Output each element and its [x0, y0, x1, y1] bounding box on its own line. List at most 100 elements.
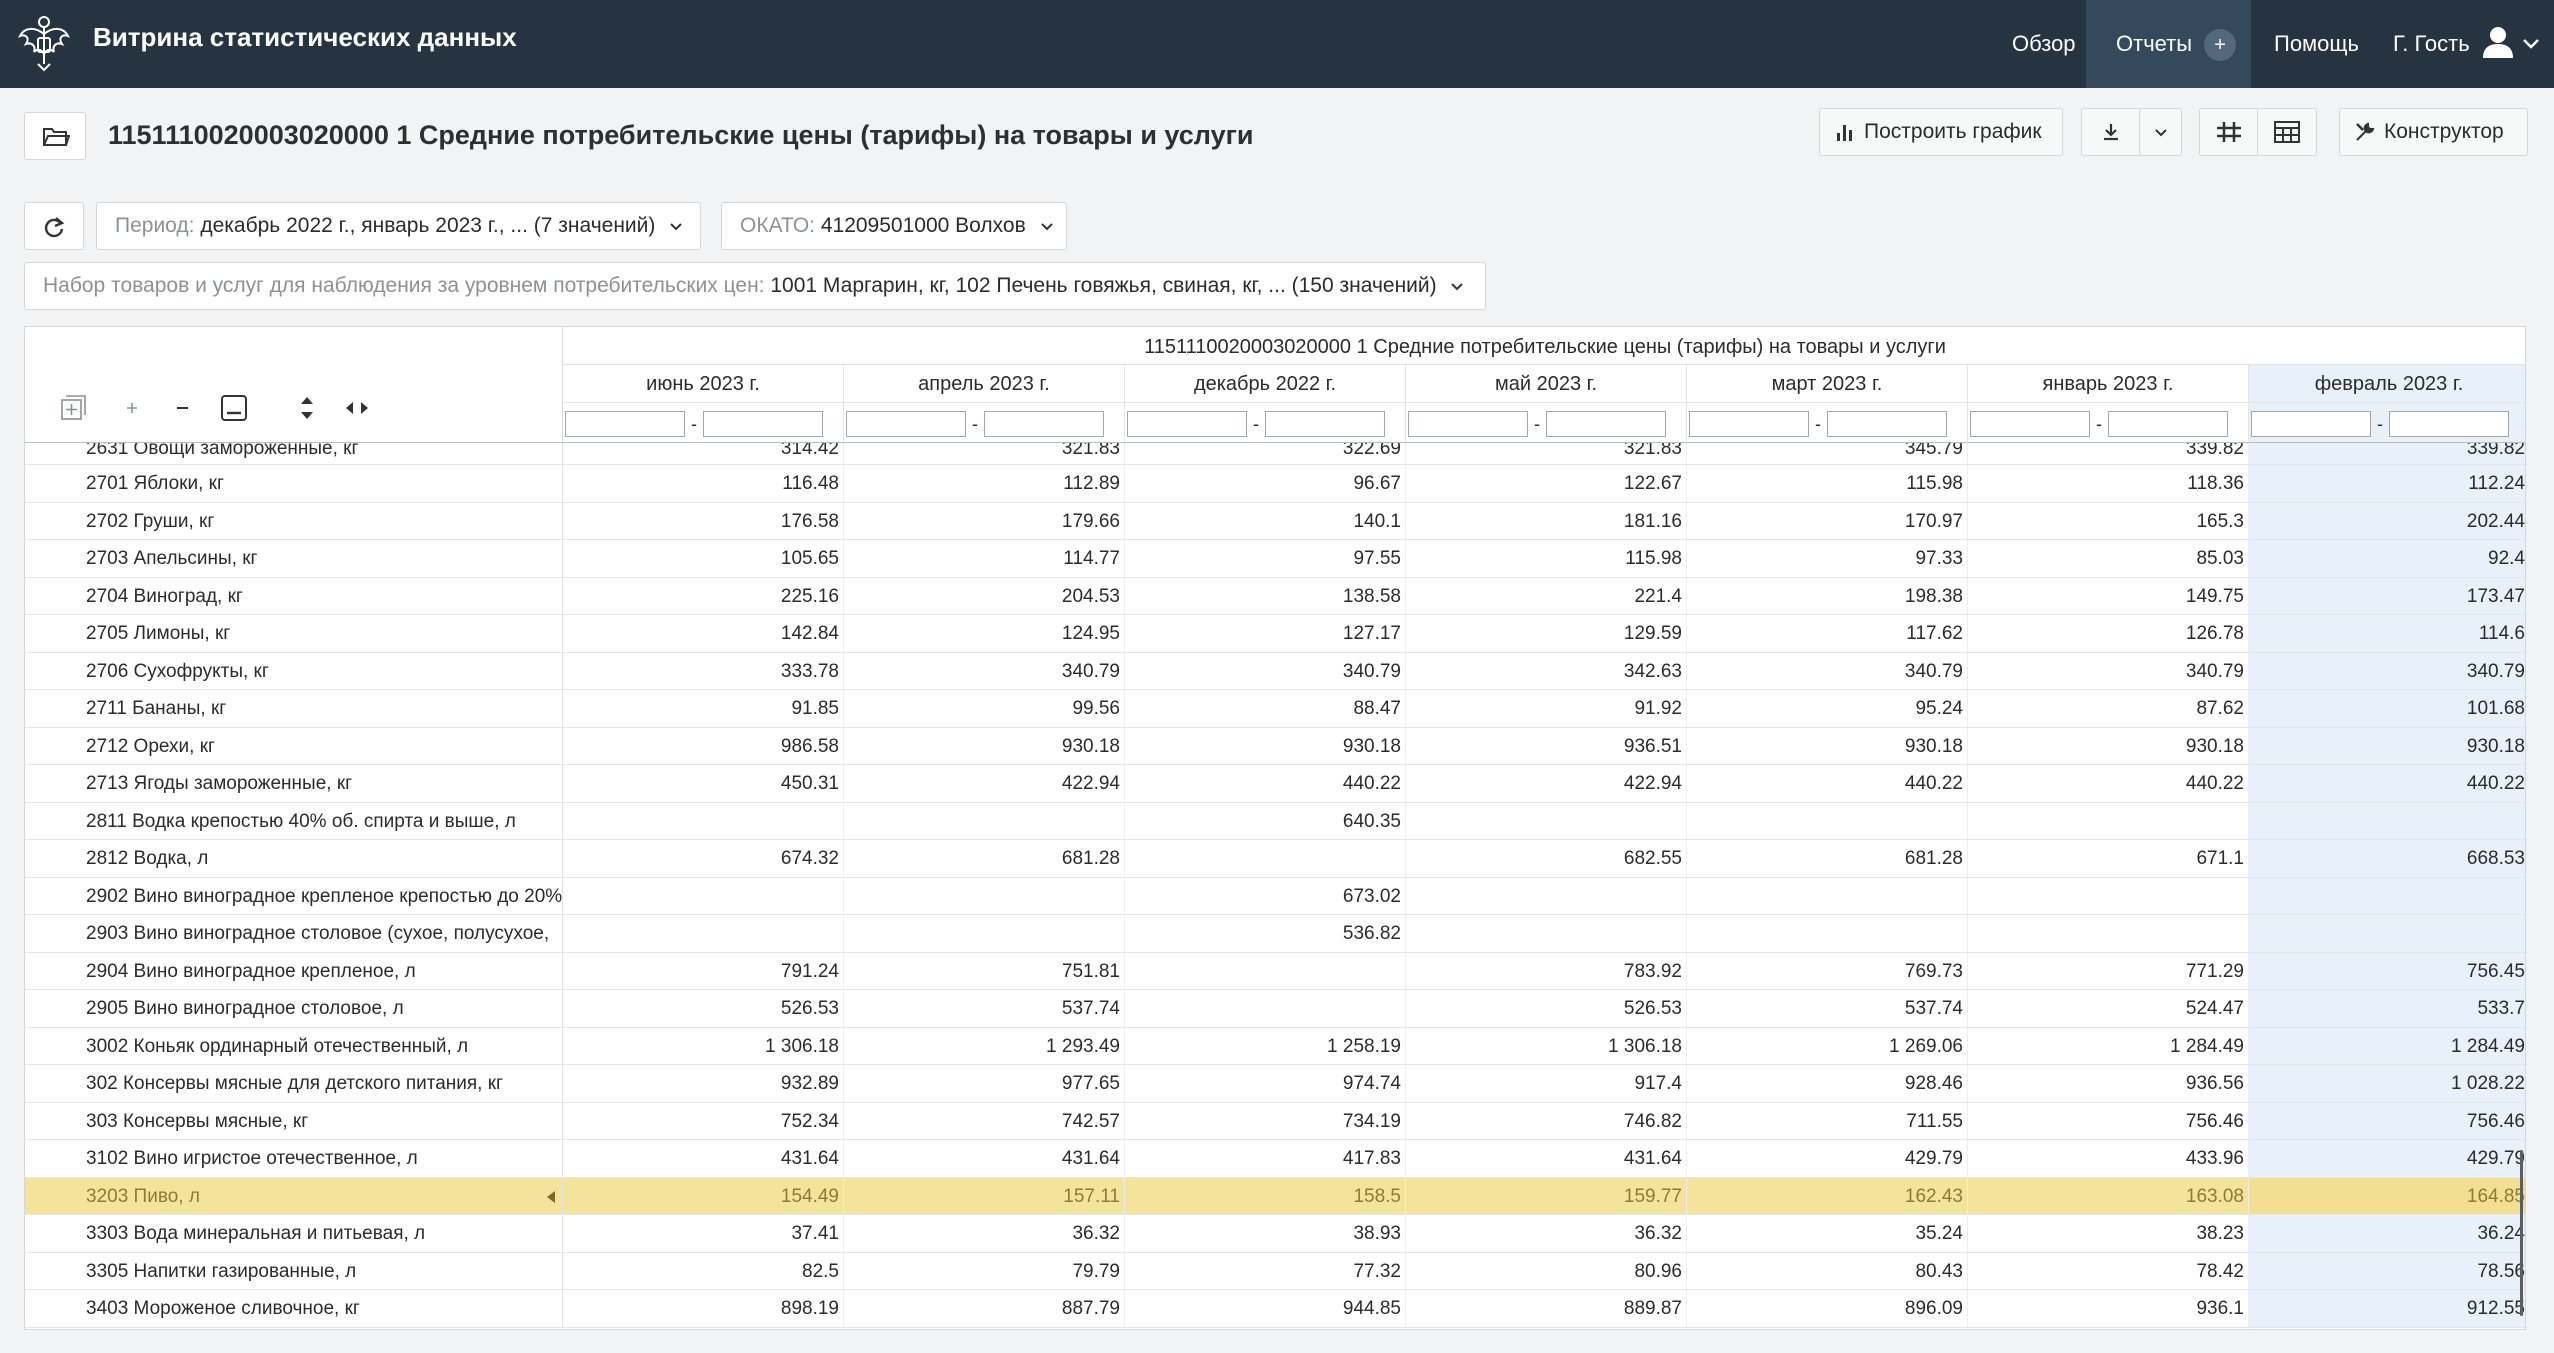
table-cell[interactable]: 163.08 — [1968, 1177, 2249, 1214]
table-cell[interactable]: 974.74 — [1125, 1065, 1406, 1102]
table-cell[interactable]: 154.49 — [563, 1177, 844, 1214]
table-cell[interactable]: 127.17 — [1125, 615, 1406, 652]
table-cell[interactable]: 165.3 — [1968, 502, 2249, 539]
row-label[interactable]: 2812 Водка, л — [25, 840, 563, 877]
range-from-input[interactable] — [565, 411, 685, 437]
table-cell[interactable]: 112.24 — [2249, 465, 2525, 502]
table-cell[interactable] — [1406, 877, 1687, 914]
table-row[interactable]: 2905 Вино виноградное столовое, л 526.53 5… — [25, 990, 2525, 1028]
table-row[interactable]: 2704 Виноград, кг 225.16 204.53 138.58 221.4… — [25, 577, 2525, 615]
table-cell[interactable]: 537.74 — [844, 990, 1125, 1027]
range-to-input[interactable] — [1546, 411, 1666, 437]
table-cell[interactable]: 746.82 — [1406, 1102, 1687, 1139]
range-from-input[interactable] — [2251, 411, 2371, 437]
nav-user-name[interactable]: Г. Гость — [2393, 31, 2470, 56]
table-row[interactable]: 2712 Орехи, кг 986.58 930.18 930.18 936.51 93… — [25, 727, 2525, 765]
table-cell[interactable]: 339.82 — [2249, 443, 2525, 464]
download-button[interactable] — [2081, 108, 2141, 156]
row-label[interactable]: 3303 Вода минеральная и питьевая, л — [25, 1215, 563, 1252]
download-options-button[interactable] — [2139, 108, 2182, 156]
table-cell[interactable]: 170.97 — [1687, 502, 1968, 539]
table-cell[interactable]: 78.56 — [2249, 1252, 2525, 1289]
table-cell[interactable]: 936.51 — [1406, 727, 1687, 764]
nav-overview[interactable]: Обзор — [2012, 31, 2076, 56]
table-cell[interactable]: 101.68 — [2249, 690, 2525, 727]
table-cell[interactable]: 142.84 — [563, 615, 844, 652]
column-header[interactable]: март 2023 г. — [1687, 365, 1968, 403]
table-cell[interactable]: 440.22 — [1687, 765, 1968, 802]
table-cell[interactable] — [2249, 802, 2525, 839]
table-row[interactable]: 303 Консервы мясные, кг 752.34 742.57 734.1… — [25, 1102, 2525, 1140]
table-row[interactable]: 3102 Вино игристое отечественное, л 431.6… — [25, 1140, 2525, 1178]
table-row[interactable]: 2631 Овощи замороженные, кг 314.42 321.83 3… — [25, 443, 2525, 465]
table-cell[interactable]: 91.85 — [563, 690, 844, 727]
table-cell[interactable]: 115.98 — [1687, 465, 1968, 502]
table-cell[interactable]: 79.79 — [844, 1252, 1125, 1289]
table-cell[interactable]: 930.18 — [844, 727, 1125, 764]
table-cell[interactable]: 82.5 — [563, 1252, 844, 1289]
table-cell[interactable] — [1968, 877, 2249, 914]
table-cell[interactable]: 936.56 — [1968, 1065, 2249, 1102]
table-cell[interactable]: 928.46 — [1687, 1065, 1968, 1102]
table-grid-button[interactable] — [2199, 108, 2259, 156]
row-label[interactable]: 2904 Вино виноградное крепленое, л — [25, 952, 563, 989]
table-cell[interactable]: 87.62 — [1968, 690, 2249, 727]
table-cell[interactable]: 440.22 — [1968, 765, 2249, 802]
table-cell[interactable]: 114.77 — [844, 540, 1125, 577]
table-cell[interactable]: 433.96 — [1968, 1140, 2249, 1177]
row-label[interactable]: 2706 Сухофрукты, кг — [25, 652, 563, 689]
table-cell[interactable]: 1 028.22 — [2249, 1065, 2525, 1102]
table-cell[interactable]: 431.64 — [1406, 1140, 1687, 1177]
table-cell[interactable]: 181.16 — [1406, 502, 1687, 539]
table-cell[interactable]: 159.77 — [1406, 1177, 1687, 1214]
app-title[interactable]: Витрина статистических данных — [93, 22, 517, 52]
table-cell[interactable] — [844, 802, 1125, 839]
table-cell[interactable]: 105.65 — [563, 540, 844, 577]
vertical-scrollbar[interactable] — [2520, 1150, 2523, 1316]
row-label[interactable]: 2701 Яблоки, кг — [25, 465, 563, 502]
plus-icon[interactable] — [117, 393, 147, 423]
table-cell[interactable]: 116.48 — [563, 465, 844, 502]
table-cell[interactable] — [1406, 802, 1687, 839]
table-cell[interactable] — [1968, 802, 2249, 839]
table-cell[interactable]: 898.19 — [563, 1290, 844, 1327]
table-cell[interactable]: 932.89 — [563, 1065, 844, 1102]
add-report-icon[interactable]: + — [2204, 29, 2237, 62]
table-cell[interactable] — [1125, 840, 1406, 877]
table-cell[interactable] — [2249, 915, 2525, 952]
table-cell[interactable] — [2249, 877, 2525, 914]
row-label[interactable]: 2631 Овощи замороженные, кг — [25, 443, 563, 464]
table-row[interactable]: 2903 Вино виноградное столовое (сухое, п… — [25, 915, 2525, 953]
table-cell[interactable]: 1 284.49 — [2249, 1027, 2525, 1064]
open-folder-button[interactable] — [24, 112, 86, 160]
row-label[interactable]: 2712 Орехи, кг — [25, 727, 563, 764]
table-cell[interactable]: 97.33 — [1687, 540, 1968, 577]
row-label[interactable]: 303 Консервы мясные, кг — [25, 1102, 563, 1139]
table-cell[interactable] — [563, 802, 844, 839]
range-to-input[interactable] — [2389, 411, 2509, 437]
swap-horizontal-icon[interactable] — [342, 393, 372, 423]
table-cell[interactable]: 321.83 — [844, 443, 1125, 464]
table-cell[interactable]: 80.96 — [1406, 1252, 1687, 1289]
table-cell[interactable]: 431.64 — [563, 1140, 844, 1177]
table-row[interactable]: 3203 Пиво, л 154.49 157.11 158.5 159.77 162.4… — [25, 1177, 2525, 1215]
table-cell[interactable]: 198.38 — [1687, 577, 1968, 614]
table-cell[interactable]: 429.79 — [1687, 1140, 1968, 1177]
table-cell[interactable]: 526.53 — [1406, 990, 1687, 1027]
table-row[interactable]: 3403 Мороженое сливочное, кг 898.19 887.79… — [25, 1290, 2525, 1328]
chevron-down-icon[interactable] — [2520, 32, 2542, 54]
table-cell[interactable]: 422.94 — [844, 765, 1125, 802]
range-from-input[interactable] — [846, 411, 966, 437]
table-cell[interactable]: 1 269.06 — [1687, 1027, 1968, 1064]
table-cell[interactable]: 38.23 — [1968, 1215, 2249, 1252]
table-row[interactable]: 2904 Вино виноградное крепленое, л 791.24… — [25, 952, 2525, 990]
column-header[interactable]: май 2023 г. — [1406, 365, 1687, 403]
table-cell[interactable]: 80.43 — [1687, 1252, 1968, 1289]
table-row[interactable]: 2811 Водка крепостью 40% об. спирта и вы… — [25, 802, 2525, 840]
range-from-input[interactable] — [1970, 411, 2090, 437]
table-cell[interactable] — [844, 915, 1125, 952]
row-label[interactable]: 2713 Ягоды замороженные, кг — [25, 765, 563, 802]
table-cell[interactable] — [1406, 915, 1687, 952]
table-body[interactable]: 2631 Овощи замороженные, кг 314.42 321.83 3… — [25, 443, 2525, 1329]
table-cell[interactable]: 314.42 — [563, 443, 844, 464]
